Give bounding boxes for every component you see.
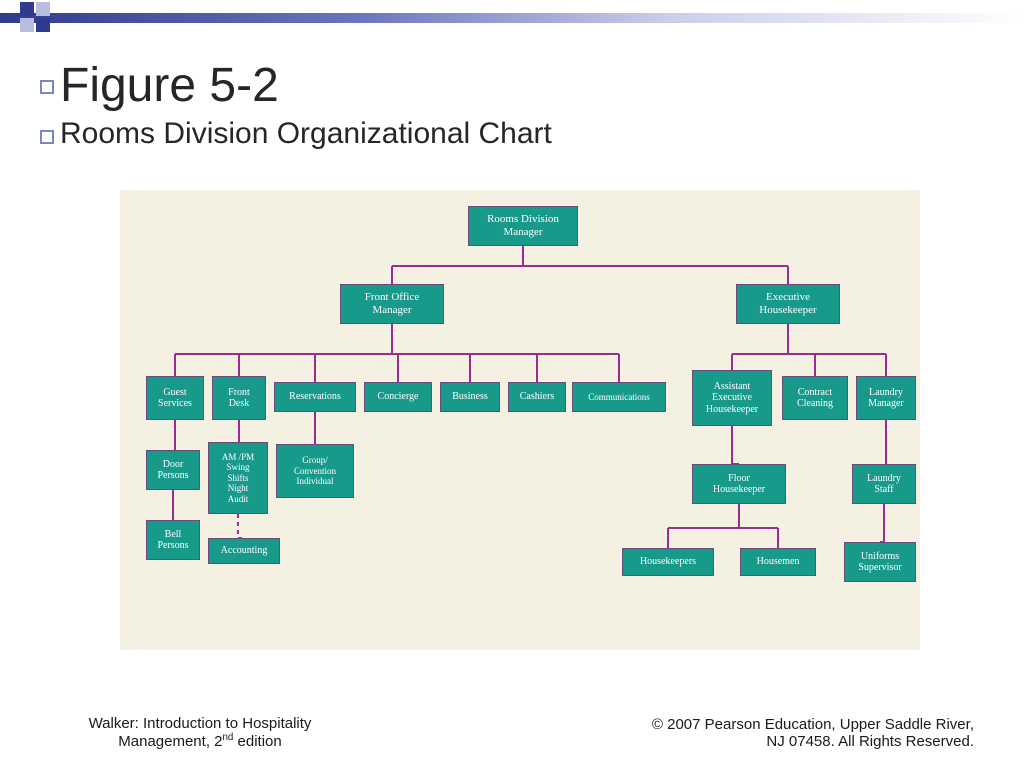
org-node-hk: Housekeepers [622, 548, 714, 576]
footer-left-line2a: Management, 2 [118, 733, 222, 750]
footer-left-line2b: edition [233, 733, 281, 750]
org-node-ls: LaundryStaff [852, 464, 916, 504]
org-node-fom: Front OfficeManager [340, 284, 444, 324]
figure-title: Figure 5-2 [60, 58, 552, 113]
decor-square [36, 18, 50, 32]
top-decor [0, 0, 1024, 30]
org-node-ampm: AM /PMSwingShiftsNightAudit [208, 442, 268, 514]
org-node-cc: ContractCleaning [782, 376, 848, 420]
org-node-dp: DoorPersons [146, 450, 200, 490]
footer-right: © 2007 Pearson Education, Upper Saddle R… [614, 716, 974, 750]
org-node-cas: Cashiers [508, 382, 566, 412]
ordinal-nd: nd [223, 732, 234, 743]
org-node-con: Concierge [364, 382, 432, 412]
org-node-res: Reservations [274, 382, 356, 412]
org-node-hm: Housemen [740, 548, 816, 576]
decor-square [20, 2, 34, 16]
footer-left: Walker: Introduction to Hospitality Mana… [50, 715, 350, 750]
org-node-us: UniformsSupervisor [844, 542, 916, 582]
org-node-fd: FrontDesk [212, 376, 266, 420]
org-node-gci: Group/ConventionIndividual [276, 444, 354, 498]
org-chart-edges [120, 190, 920, 650]
title-block: Figure 5-2 Rooms Division Organizational… [60, 58, 552, 151]
figure-subtitle: Rooms Division Organizational Chart [60, 117, 552, 151]
org-node-acc: Accounting [208, 538, 280, 564]
org-node-bp: BellPersons [146, 520, 200, 560]
org-node-eh: ExecutiveHousekeeper [736, 284, 840, 324]
top-grad [0, 13, 1024, 23]
footer-right-line2: NJ 07458. All Rights Reserved. [766, 733, 974, 750]
org-node-lm: LaundryManager [856, 376, 916, 420]
decor-square [36, 2, 50, 16]
bullet-icon [40, 80, 54, 94]
org-node-fh: FloorHousekeeper [692, 464, 786, 504]
footer-right-line1: © 2007 Pearson Education, Upper Saddle R… [652, 716, 974, 733]
footer-left-line1: Walker: Introduction to Hospitality [89, 715, 312, 732]
org-node-com: Communications [572, 382, 666, 412]
org-node-rdm: Rooms DivisionManager [468, 206, 578, 246]
org-node-aeh: AssistantExecutiveHousekeeper [692, 370, 772, 426]
bullet-icon [40, 130, 54, 144]
org-node-bus: Business [440, 382, 500, 412]
decor-square [20, 18, 34, 32]
org-node-gs: GuestServices [146, 376, 204, 420]
org-chart-canvas: Rooms DivisionManager Front OfficeManager… [120, 190, 920, 650]
